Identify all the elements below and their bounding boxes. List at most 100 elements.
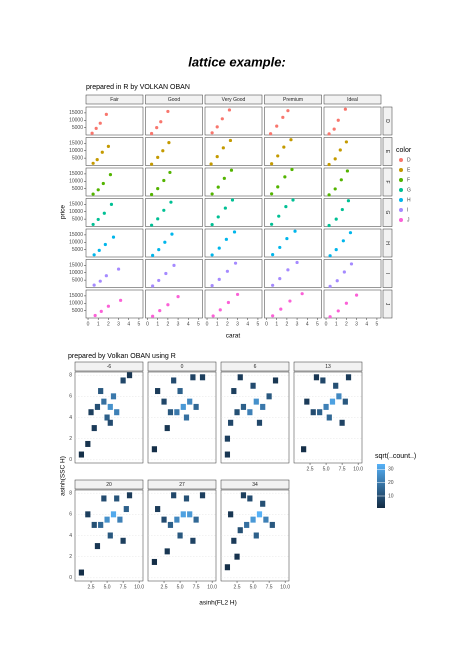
point xyxy=(151,253,155,257)
point xyxy=(215,155,219,159)
panel xyxy=(145,167,203,197)
strip-label: Ideal xyxy=(347,97,358,103)
point xyxy=(159,120,163,124)
point xyxy=(91,192,95,196)
point xyxy=(346,199,351,203)
point xyxy=(290,167,294,172)
hex-cell xyxy=(104,516,110,523)
x-tick-label: 2.5 xyxy=(88,584,95,590)
strip-label: 27 xyxy=(179,482,185,488)
point xyxy=(92,283,96,287)
point xyxy=(285,236,289,241)
hex-cell xyxy=(107,532,113,539)
hex-cell xyxy=(91,521,97,528)
hex-cell xyxy=(161,398,167,405)
point xyxy=(327,223,331,228)
point xyxy=(101,181,105,186)
point xyxy=(150,192,154,197)
hex-cell xyxy=(269,521,275,528)
point xyxy=(106,304,110,308)
y-tick-label: 4 xyxy=(69,415,72,421)
hex-cell xyxy=(78,569,85,576)
chart-title: prepared by Volkan OBAN using R xyxy=(68,353,176,360)
y-tick-label: 8 xyxy=(69,491,72,497)
y-tick-label: 2 xyxy=(69,436,72,442)
point xyxy=(276,154,280,158)
point xyxy=(225,269,229,273)
hex-cell xyxy=(224,435,231,442)
point xyxy=(210,131,214,135)
strip-label: D xyxy=(384,119,390,123)
x-tick-label: 10.0 xyxy=(207,584,217,590)
panel xyxy=(323,137,382,166)
chart-title: prepared in R by VOLKAN OBAN xyxy=(86,84,190,91)
point xyxy=(327,162,331,167)
strip-label: Premium xyxy=(283,97,303,103)
hex-cell xyxy=(301,446,307,453)
hex-cell xyxy=(250,382,256,389)
x-tick-label: 5.0 xyxy=(250,584,257,590)
hex-cell xyxy=(333,382,339,389)
panel xyxy=(264,228,322,258)
panel xyxy=(264,259,322,288)
point xyxy=(293,229,297,233)
hex-cell xyxy=(123,506,129,513)
panel xyxy=(204,198,263,227)
hex-cell xyxy=(266,393,272,400)
hex-cell xyxy=(247,495,253,502)
hex-cell xyxy=(320,377,326,384)
point xyxy=(281,115,285,119)
strip-label: J xyxy=(384,303,390,306)
strip xyxy=(264,94,322,105)
panel xyxy=(323,289,382,319)
hex-cell xyxy=(260,403,266,410)
point xyxy=(111,235,116,239)
hex-cell xyxy=(180,511,186,518)
y-tick-label: 15000 xyxy=(69,141,83,147)
point xyxy=(221,146,225,150)
y-tick-label: 5000 xyxy=(72,308,83,314)
hex-cell xyxy=(336,393,342,400)
x-tick-label: 1 xyxy=(156,321,159,327)
point xyxy=(103,242,107,247)
strip-label: 6 xyxy=(254,364,257,370)
hex-cell xyxy=(180,403,186,410)
strip xyxy=(145,94,203,105)
panel xyxy=(204,259,263,288)
point xyxy=(328,284,332,288)
point xyxy=(96,217,100,222)
x-tick-label: 10.0 xyxy=(353,466,363,472)
hex-cell xyxy=(253,532,259,539)
hex-cell xyxy=(85,511,91,518)
hex-cell xyxy=(237,527,243,534)
hex-cell xyxy=(174,516,180,523)
x-tick-label: 3 xyxy=(117,321,120,327)
point xyxy=(215,125,219,129)
panel xyxy=(85,228,144,258)
strip xyxy=(382,198,393,227)
x-tick-label: 0 xyxy=(265,321,268,327)
point xyxy=(341,239,345,243)
point xyxy=(95,158,99,162)
point xyxy=(286,268,290,272)
point xyxy=(157,278,161,283)
colorbar xyxy=(377,464,385,508)
legend-swatch xyxy=(399,198,403,202)
point xyxy=(96,188,100,192)
y-tick-label: 15000 xyxy=(69,232,83,238)
strip-label: Very Good xyxy=(222,97,246,103)
hex-cell xyxy=(167,521,174,528)
hex-cell xyxy=(120,537,126,544)
strip-label: 34 xyxy=(252,482,258,488)
point xyxy=(338,148,342,152)
hex-cell xyxy=(228,511,234,518)
point xyxy=(176,295,180,299)
y-tick-label: 15000 xyxy=(69,171,83,177)
point xyxy=(271,253,275,257)
point xyxy=(327,132,331,136)
point xyxy=(270,222,274,226)
point xyxy=(344,301,348,305)
y-tick-label: 10000 xyxy=(69,240,83,246)
hex-cell xyxy=(256,511,263,518)
